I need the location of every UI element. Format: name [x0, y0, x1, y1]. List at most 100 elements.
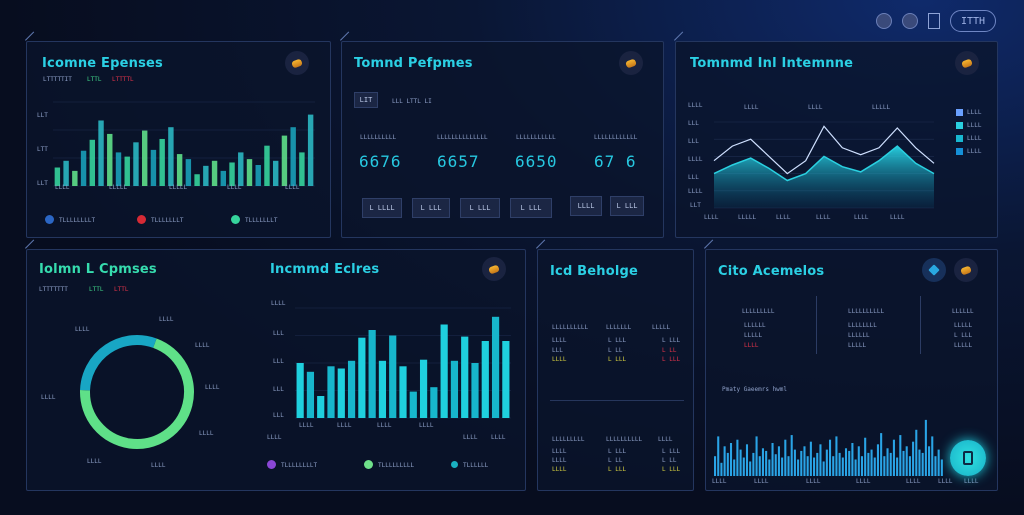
table-header: LLLLL — [652, 324, 671, 331]
col-value: LLLL — [744, 342, 759, 349]
table-cell: L LL — [662, 347, 677, 354]
coin-icon[interactable] — [619, 51, 643, 75]
intermine-panel: Tomnmd Inl Intemnne LLLL LLLL LLLLL LLLL… — [675, 41, 998, 238]
action-button[interactable]: L LLLL — [362, 198, 402, 218]
table-cell: LLLL — [552, 356, 567, 363]
bar — [790, 435, 793, 476]
y-label: LLL — [273, 386, 284, 393]
col-value: L LLL — [954, 332, 973, 339]
table-header: LLLL — [658, 436, 673, 443]
top-label: LLLL — [744, 104, 759, 111]
bar — [886, 448, 889, 476]
bar — [409, 391, 417, 418]
bar — [80, 150, 87, 186]
bar — [864, 437, 867, 476]
bar — [220, 170, 227, 186]
area-fill — [714, 146, 934, 208]
legend-dot-green — [364, 460, 373, 469]
area-chart — [713, 121, 935, 209]
bar — [749, 461, 752, 476]
bar — [440, 324, 448, 418]
panel-title: Icd Beholge — [550, 264, 639, 279]
x-label: LLLL — [704, 214, 719, 221]
bar — [378, 360, 387, 418]
table-cell: L LLL — [662, 356, 681, 363]
action-button[interactable]: LLLL — [570, 196, 602, 216]
legend-small-3: LTTL — [114, 286, 129, 293]
divider — [816, 296, 817, 354]
phone-icon — [963, 451, 973, 465]
x-label: LLLL — [938, 478, 953, 485]
bar — [889, 452, 892, 476]
bar — [714, 456, 717, 476]
table-cell: L LLL — [662, 337, 681, 344]
window-icon[interactable] — [928, 13, 940, 29]
bar — [264, 145, 270, 186]
coin-icon[interactable] — [954, 258, 978, 282]
bar — [822, 461, 825, 476]
donut-label: LLLL — [199, 430, 214, 437]
y-label: LLT — [690, 202, 701, 209]
bar — [896, 457, 899, 476]
metric-label: LLLLLLLLLLLL — [594, 134, 638, 141]
donut-label: LLLL — [151, 462, 166, 469]
table-cell: LLLL — [552, 337, 567, 344]
profile-icon[interactable] — [876, 13, 892, 29]
fab-button[interactable] — [950, 440, 986, 476]
bar — [502, 341, 510, 418]
bar — [717, 436, 720, 476]
donut-label: LLLL — [41, 394, 56, 401]
x-label: LLLLL — [169, 184, 188, 191]
bar — [389, 335, 397, 418]
action-button[interactable]: L LLL — [510, 198, 552, 218]
table-cell: L LLL — [662, 466, 681, 473]
bar — [723, 446, 726, 476]
panel-title: Tomnmd Inl Intemnne — [690, 56, 854, 71]
table-cell: LLLL — [552, 448, 567, 455]
y-label: LLL — [688, 174, 699, 181]
bar — [272, 160, 279, 186]
legend-swatch — [956, 148, 963, 155]
bar — [720, 462, 723, 476]
bar — [787, 456, 790, 476]
plus-icon[interactable] — [922, 258, 946, 282]
panel-title: Icomne Epenses — [42, 56, 163, 71]
table-header: LLLLLLLLLL — [606, 436, 643, 443]
legend-small-1: LTTTTTIT — [43, 76, 72, 83]
x-label: LLLL — [806, 478, 821, 485]
x-label: LLLL — [890, 214, 905, 221]
bar — [880, 433, 883, 476]
menu-pill-button[interactable]: ITTH — [950, 10, 996, 32]
bar — [876, 444, 879, 476]
action-button[interactable]: L LLL — [412, 198, 450, 218]
donut-label: LLLL — [205, 384, 220, 391]
col-header: LLLLLL — [952, 308, 974, 315]
coin-icon[interactable] — [955, 51, 979, 75]
y-label: LLT — [37, 180, 48, 187]
bar — [347, 360, 356, 418]
metric-value: 67 6 — [594, 152, 637, 171]
bar — [726, 452, 729, 476]
x-label: LLLL — [337, 422, 352, 429]
action-button[interactable]: L LLL — [610, 196, 644, 216]
bar — [781, 457, 784, 476]
bar — [774, 454, 777, 476]
bar — [777, 446, 780, 476]
legend-dot-teal — [451, 461, 458, 468]
spectrum-bar-chart — [714, 419, 943, 476]
x-label: LLLL — [491, 434, 506, 441]
y-label: LLL — [688, 120, 699, 127]
coin-icon[interactable] — [285, 51, 309, 75]
bar-chart-title: Incmmd Eclres — [270, 262, 380, 277]
bar — [870, 449, 873, 476]
settings-icon[interactable] — [902, 13, 918, 29]
filter-button[interactable]: LIT — [354, 92, 378, 108]
series-line — [713, 125, 935, 175]
bar — [255, 165, 261, 186]
bar — [203, 165, 209, 186]
coin-icon[interactable] — [482, 257, 506, 281]
legend-swatch — [956, 135, 963, 142]
bar — [281, 135, 288, 186]
bar-chart — [295, 307, 511, 419]
action-button[interactable]: L LLL — [460, 198, 500, 218]
